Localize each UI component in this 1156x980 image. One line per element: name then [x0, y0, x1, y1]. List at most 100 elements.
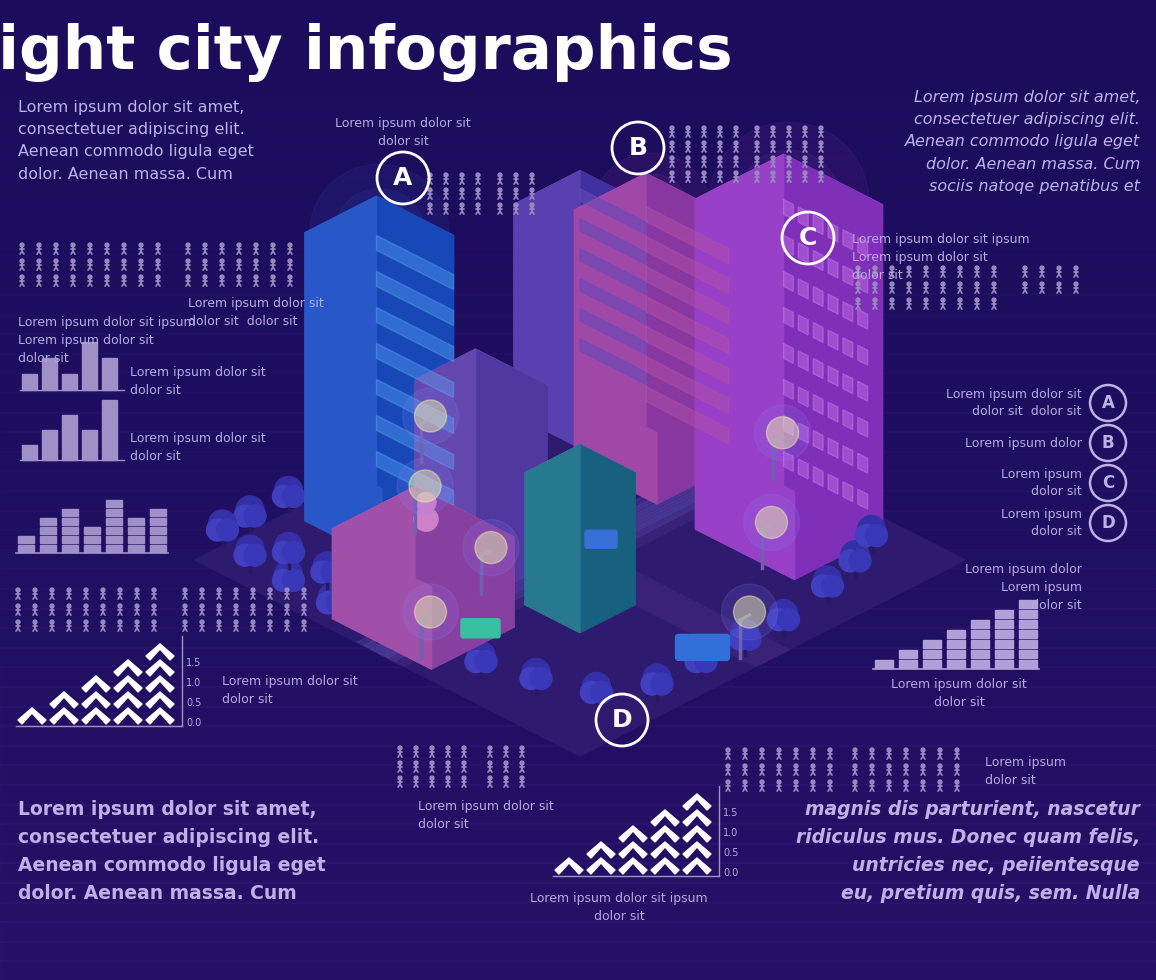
- Circle shape: [88, 275, 92, 279]
- Bar: [947, 650, 965, 658]
- Polygon shape: [82, 692, 110, 708]
- Circle shape: [135, 588, 139, 592]
- Text: A: A: [393, 166, 413, 190]
- Circle shape: [531, 173, 534, 177]
- Circle shape: [938, 748, 942, 752]
- Bar: [995, 660, 1013, 668]
- Bar: [22, 445, 37, 460]
- Circle shape: [873, 282, 877, 286]
- Polygon shape: [799, 459, 808, 479]
- Polygon shape: [514, 205, 580, 448]
- Bar: [150, 527, 166, 534]
- Circle shape: [794, 748, 798, 752]
- Circle shape: [319, 583, 347, 611]
- Bar: [947, 630, 965, 638]
- Polygon shape: [858, 310, 868, 329]
- Circle shape: [414, 508, 438, 531]
- Polygon shape: [843, 266, 853, 286]
- Bar: [0, 686, 1156, 707]
- Circle shape: [535, 569, 557, 591]
- Circle shape: [743, 748, 747, 752]
- Circle shape: [50, 620, 54, 624]
- Text: 1.5: 1.5: [186, 658, 201, 667]
- Bar: [40, 536, 55, 543]
- Circle shape: [787, 126, 791, 130]
- Polygon shape: [696, 155, 784, 529]
- Circle shape: [217, 620, 221, 624]
- Circle shape: [118, 604, 123, 608]
- Bar: [922, 650, 941, 658]
- Polygon shape: [146, 708, 175, 724]
- Circle shape: [288, 259, 292, 263]
- Bar: [84, 536, 101, 543]
- Circle shape: [738, 150, 842, 254]
- Circle shape: [718, 141, 722, 145]
- Polygon shape: [813, 215, 823, 234]
- Circle shape: [251, 604, 255, 608]
- Polygon shape: [580, 445, 635, 605]
- Polygon shape: [813, 251, 823, 270]
- Text: Lorem ipsum dolor sit
dolor sit: Lorem ipsum dolor sit dolor sit: [891, 678, 1027, 709]
- Circle shape: [446, 761, 450, 765]
- Circle shape: [398, 746, 402, 750]
- Polygon shape: [813, 395, 823, 415]
- Polygon shape: [575, 210, 657, 504]
- Polygon shape: [525, 445, 580, 605]
- Bar: [0, 608, 1156, 628]
- Circle shape: [958, 266, 962, 270]
- Circle shape: [16, 588, 20, 592]
- Circle shape: [777, 780, 781, 784]
- Polygon shape: [696, 199, 794, 579]
- Bar: [0, 176, 1156, 197]
- Polygon shape: [114, 708, 142, 724]
- Polygon shape: [371, 454, 790, 666]
- Circle shape: [718, 126, 722, 130]
- Circle shape: [20, 259, 24, 263]
- Bar: [0, 568, 1156, 589]
- Circle shape: [274, 561, 303, 588]
- Text: magnis dis parturient, nascetur
ridiculus mus. Donec quam felis,
untricies nec, : magnis dis parturient, nascetur ridiculu…: [795, 800, 1140, 903]
- Circle shape: [527, 561, 556, 588]
- Bar: [971, 660, 990, 668]
- Polygon shape: [580, 309, 646, 355]
- Circle shape: [54, 259, 58, 263]
- Bar: [0, 59, 1156, 79]
- Circle shape: [721, 584, 778, 640]
- Bar: [0, 39, 1156, 60]
- Circle shape: [34, 620, 37, 624]
- Polygon shape: [683, 810, 711, 826]
- Circle shape: [709, 122, 869, 282]
- Polygon shape: [575, 173, 728, 252]
- Circle shape: [955, 748, 959, 752]
- Circle shape: [531, 203, 534, 207]
- Polygon shape: [377, 271, 453, 325]
- Polygon shape: [843, 446, 853, 466]
- Polygon shape: [683, 842, 711, 858]
- Polygon shape: [799, 387, 808, 407]
- Polygon shape: [580, 249, 646, 294]
- Polygon shape: [843, 373, 853, 394]
- Circle shape: [326, 463, 348, 485]
- Circle shape: [739, 628, 761, 650]
- Circle shape: [504, 776, 507, 780]
- Circle shape: [640, 673, 664, 695]
- Text: 0.5: 0.5: [186, 698, 201, 708]
- Circle shape: [321, 561, 343, 583]
- Circle shape: [975, 282, 979, 286]
- Circle shape: [992, 298, 996, 302]
- Bar: [22, 374, 37, 390]
- Circle shape: [123, 275, 126, 279]
- Circle shape: [820, 172, 823, 175]
- Circle shape: [402, 584, 459, 640]
- Circle shape: [812, 748, 815, 752]
- Polygon shape: [415, 487, 514, 627]
- Circle shape: [220, 259, 224, 263]
- Circle shape: [409, 470, 440, 502]
- Circle shape: [139, 259, 143, 263]
- Circle shape: [670, 141, 674, 145]
- Bar: [40, 518, 55, 525]
- Polygon shape: [843, 338, 853, 358]
- Bar: [875, 660, 892, 668]
- Circle shape: [1057, 266, 1061, 270]
- Polygon shape: [587, 858, 615, 874]
